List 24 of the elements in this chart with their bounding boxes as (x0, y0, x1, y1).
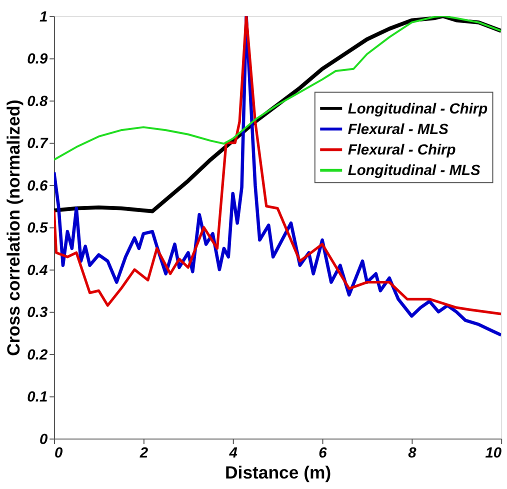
y-tick-label: 0.7 (27, 136, 48, 152)
y-tick-label: 0.8 (27, 94, 48, 110)
legend-label: Longitudinal - Chirp (348, 101, 488, 118)
x-tick-label: 4 (228, 446, 238, 462)
y-tick-label: 0 (39, 432, 48, 448)
y-tick-label: 0.6 (27, 178, 48, 194)
x-tick-label: 10 (485, 446, 502, 462)
line-series (54, 16, 502, 161)
legend-label: Flexural - Chirp (348, 142, 456, 159)
y-tick-label: 0.4 (27, 262, 48, 279)
y-tick-label: 0.5 (27, 220, 48, 237)
y-tick-label: 0.1 (27, 390, 48, 406)
x-tick-label: 8 (408, 446, 418, 462)
x-axis-title: Distance (m) (225, 462, 332, 482)
y-axis-title: Cross correlation (normalized) (3, 100, 24, 356)
y-tick-label: 0.3 (27, 305, 48, 322)
x-tick-label: 6 (318, 446, 328, 462)
legend-label: Flexural - MLS (348, 122, 449, 138)
y-tick-label: 0.2 (27, 347, 48, 364)
x-tick-label: 2 (138, 446, 149, 462)
legend-label: Longitudinal - MLS (348, 163, 480, 180)
y-tick-label: 0.9 (27, 52, 48, 68)
x-tick-label: 0 (54, 446, 64, 462)
y-tick-label: 1 (39, 9, 48, 26)
